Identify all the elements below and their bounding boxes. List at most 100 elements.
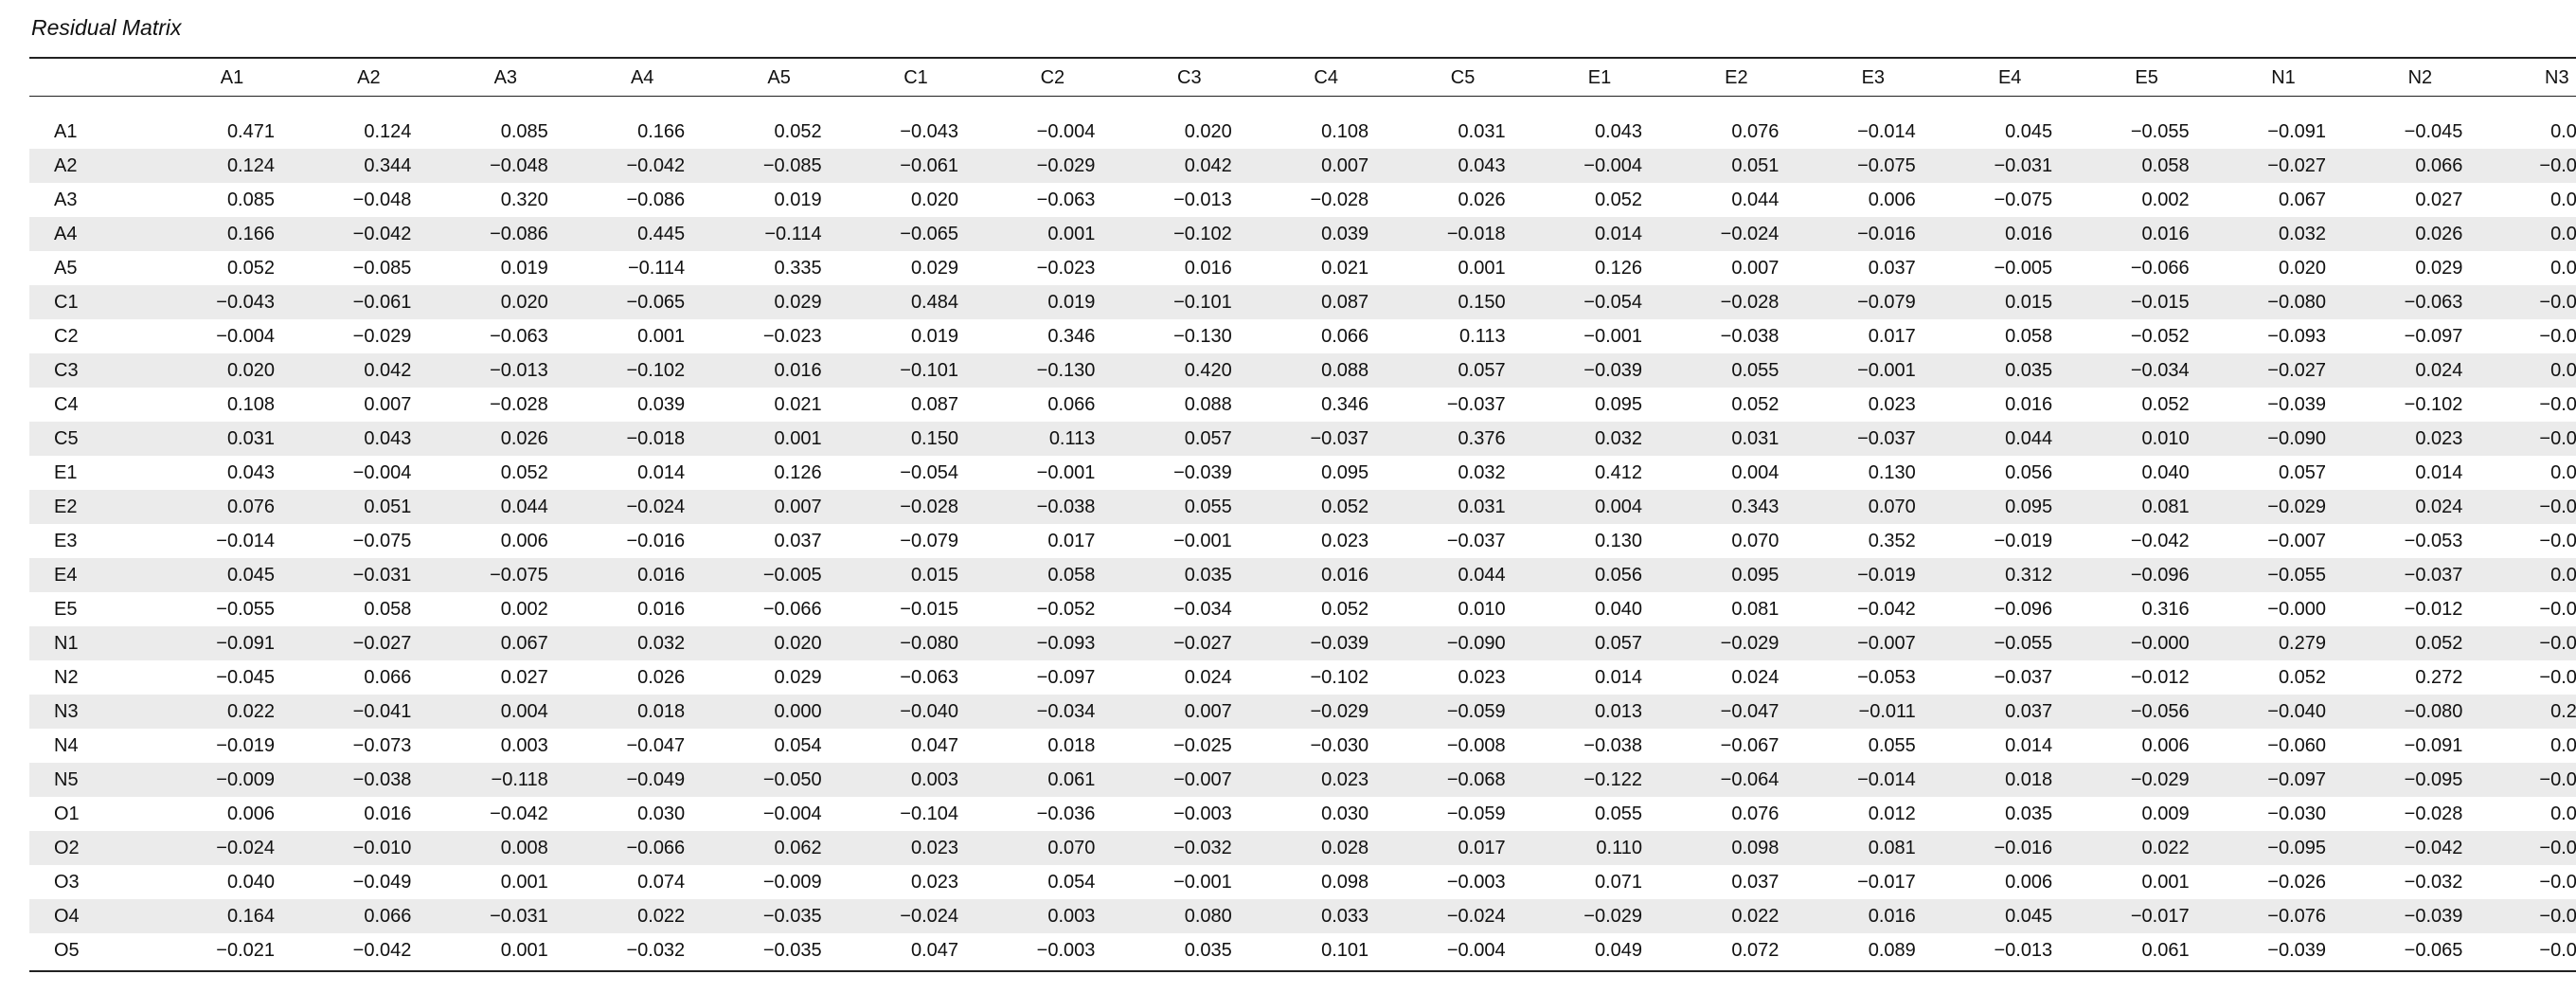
cell-value: −0.048 xyxy=(352,190,412,210)
column-header: N1 xyxy=(2271,67,2296,88)
cell-value: 0.002 xyxy=(500,599,548,620)
cell-value: 0.055 xyxy=(1868,735,1916,756)
cell-value: 0.352 xyxy=(1868,531,1916,551)
cell-value: 0.009 xyxy=(2141,803,2190,824)
cell-value: 0.070 xyxy=(1868,496,1916,517)
cell-value: 0.021 xyxy=(774,394,822,415)
cell-value: −0.004 xyxy=(216,326,275,347)
cell-value: 0.023 xyxy=(910,872,958,893)
cell-value: −0.016 xyxy=(626,531,686,551)
cell-value: 0.022 xyxy=(637,906,686,927)
cell-value: 0.052 xyxy=(1731,394,1780,415)
cell-value: 0.006 xyxy=(1868,190,1916,210)
cell-value: −0.037 xyxy=(1446,394,1506,415)
cell-value: 0.007 xyxy=(1731,258,1780,279)
cell-value: −0.024 xyxy=(626,496,686,517)
cell-value: −0.037 xyxy=(1857,428,1916,449)
row-label: E2 xyxy=(54,496,78,517)
cell-value: 0.087 xyxy=(910,394,958,415)
cell-value: −0.130 xyxy=(1036,360,1096,381)
cell-value: −0.042 xyxy=(1857,599,1916,620)
cell-value: 0.166 xyxy=(637,121,686,142)
cell-value: −0.037 xyxy=(2404,565,2463,586)
cell-value: 0.126 xyxy=(1594,258,1642,279)
cell-value: −0.04 xyxy=(2539,633,2576,654)
cell-value: 0.019 xyxy=(774,190,822,210)
cell-value: 0.027 xyxy=(2415,190,2463,210)
cell-value: −0.038 xyxy=(1036,496,1096,517)
cell-value: −0.004 xyxy=(352,462,412,483)
cell-value: −0.010 xyxy=(352,838,412,858)
cell-value: 0.29 xyxy=(2550,701,2576,722)
cell-value: 0.031 xyxy=(226,428,275,449)
cell-value: −0.066 xyxy=(2130,258,2190,279)
cell-value: 0.026 xyxy=(2415,224,2463,244)
cell-value: 0.016 xyxy=(1868,906,1916,927)
cell-value: 0.018 xyxy=(2005,769,2053,790)
cell-value: −0.102 xyxy=(1310,667,1369,688)
cell-value: −0.097 xyxy=(2267,769,2326,790)
cell-value: −0.093 xyxy=(1036,633,1096,654)
row-label: O3 xyxy=(54,872,80,893)
column-header: C3 xyxy=(1177,67,1202,88)
cell-value: −0.09 xyxy=(2539,769,2576,790)
cell-value: −0.079 xyxy=(900,531,958,551)
cell-value: −0.073 xyxy=(352,735,412,756)
cell-value: 0.010 xyxy=(2141,428,2190,449)
cell-value: 0.014 xyxy=(637,462,686,483)
cell-value: −0.061 xyxy=(352,292,412,313)
cell-value: 0.020 xyxy=(774,633,822,654)
cell-value: −0.042 xyxy=(626,155,686,176)
cell-value: −0.045 xyxy=(2404,121,2463,142)
cell-value: 0.045 xyxy=(2005,121,2053,142)
cell-value: −0.009 xyxy=(216,769,275,790)
cell-value: 0.004 xyxy=(500,701,548,722)
cell-value: −0.091 xyxy=(2267,121,2326,142)
row-band xyxy=(29,626,2576,660)
cell-value: 0.113 xyxy=(1048,428,1096,449)
cell-value: −0.005 xyxy=(1994,258,2053,279)
cell-value: −0.042 xyxy=(2130,531,2190,551)
cell-value: 0.029 xyxy=(774,292,822,313)
cell-value: −0.055 xyxy=(1994,633,2053,654)
cell-value: 0.016 xyxy=(2141,224,2190,244)
header-rule xyxy=(29,96,2576,97)
cell-value: −0.027 xyxy=(2267,360,2326,381)
cell-value: −0.037 xyxy=(1310,428,1369,449)
cell-value: 0.051 xyxy=(1731,155,1780,176)
cell-value: −0.086 xyxy=(626,190,686,210)
cell-value: 0.024 xyxy=(1184,667,1232,688)
row-band xyxy=(29,558,2576,592)
row-label: A1 xyxy=(54,121,78,142)
cell-value: −0.011 xyxy=(1858,701,1916,722)
cell-value: −0.080 xyxy=(900,633,958,654)
cell-value: −0.013 xyxy=(1173,190,1232,210)
cell-value: −0.114 xyxy=(764,224,822,244)
cell-value: 0.040 xyxy=(1594,599,1642,620)
cell-value: 0.001 xyxy=(774,428,822,449)
cell-value: −0.080 xyxy=(2404,701,2463,722)
cell-value: −0.015 xyxy=(900,599,958,620)
cell-value: 0.001 xyxy=(2141,872,2190,893)
cell-value: 0.014 xyxy=(1594,224,1642,244)
row-label: A5 xyxy=(54,258,78,279)
cell-value: −0.063 xyxy=(2404,292,2463,313)
cell-value: 0.012 xyxy=(1868,803,1916,824)
cell-value: −0.01 xyxy=(2539,531,2576,551)
column-header: A3 xyxy=(493,67,518,88)
cell-value: −0.035 xyxy=(762,940,822,961)
cell-value: 0.001 xyxy=(500,872,548,893)
cell-value: 0.081 xyxy=(2141,496,2190,517)
cell-value: −0.029 xyxy=(1720,633,1780,654)
row-label: N3 xyxy=(54,701,79,722)
cell-value: −0.030 xyxy=(2267,803,2326,824)
cell-value: 0.095 xyxy=(1731,565,1780,586)
cell-value: 0.124 xyxy=(226,155,275,176)
cell-value: 0.019 xyxy=(500,258,548,279)
cell-value: 0.003 xyxy=(910,769,958,790)
cell-value: 0.130 xyxy=(1868,462,1916,483)
cell-value: 0.031 xyxy=(1458,496,1506,517)
cell-value: −0.038 xyxy=(352,769,412,790)
cell-value: 0.016 xyxy=(2005,394,2053,415)
cell-value: 0.039 xyxy=(1321,224,1369,244)
